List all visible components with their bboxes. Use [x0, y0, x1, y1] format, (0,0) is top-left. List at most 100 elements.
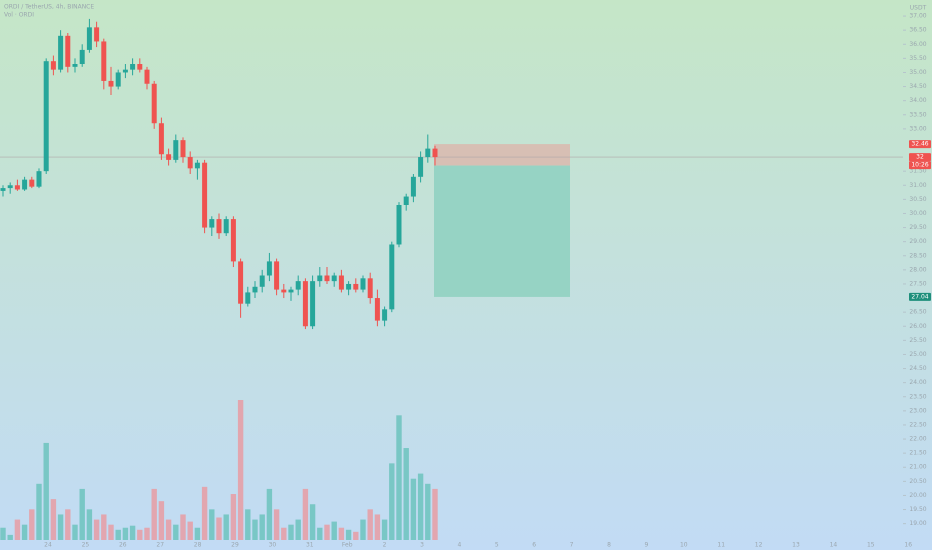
x-tick-label: 11 — [717, 542, 725, 549]
target-tag: 27.04 — [911, 293, 928, 300]
candle-body — [425, 148, 431, 158]
y-tick-label: 22.00 — [909, 436, 926, 443]
candle-body — [36, 171, 42, 187]
candle-body — [403, 196, 409, 206]
y-tick-label: 21.00 — [909, 464, 926, 471]
volume-bar — [36, 483, 42, 540]
countdown-bg — [909, 161, 931, 170]
volume-bar — [129, 525, 136, 540]
volume-bar — [295, 519, 301, 540]
volume-bar — [216, 517, 222, 540]
candle-body — [252, 286, 258, 293]
candle-body — [389, 244, 395, 310]
candle-body — [353, 283, 359, 290]
x-tick-label: 31 — [306, 542, 314, 549]
volume-bar — [345, 529, 352, 540]
candle-body — [295, 281, 301, 290]
x-tick-label: 16 — [904, 542, 912, 549]
y-tick-label: 23.50 — [909, 393, 926, 400]
volume-bar — [187, 521, 193, 540]
volume-bar — [237, 400, 244, 540]
y-tick-label: 31.50 — [909, 168, 926, 175]
volume-bar — [360, 519, 366, 540]
volume-bar — [101, 514, 107, 540]
y-tick-label: 28.50 — [909, 252, 926, 259]
volume-bar — [417, 473, 424, 540]
candle-body — [302, 281, 308, 327]
volume-bar — [65, 509, 71, 540]
candle-body — [14, 185, 20, 190]
candle-body — [223, 219, 229, 234]
candle-body — [29, 179, 35, 187]
y-tick-label: 27.50 — [909, 280, 926, 287]
candle-body — [410, 176, 416, 197]
candle-body — [317, 275, 323, 282]
volume-bar — [324, 524, 330, 540]
volume-bar — [230, 494, 237, 540]
target-zone — [434, 165, 570, 297]
y-tick-label: 21.50 — [909, 450, 926, 457]
candle-body — [331, 275, 337, 282]
volume-bar — [7, 534, 13, 540]
x-tick-label: 10 — [680, 542, 688, 549]
volume-bar — [21, 524, 28, 540]
x-tick-label: 12 — [755, 542, 763, 549]
x-tick-label: 25 — [82, 542, 90, 549]
last-price-tag: 32 — [916, 154, 924, 161]
volume-bar — [165, 519, 172, 540]
candle-body — [338, 275, 344, 290]
candle-body — [50, 61, 56, 70]
x-tick-label: 9 — [644, 542, 648, 549]
legend-volume: Vol · ORDI — [4, 12, 34, 19]
y-tick-label: 34.00 — [909, 97, 926, 104]
y-tick-label: 37.00 — [909, 13, 926, 20]
candle-body — [166, 154, 172, 160]
volume-bar — [122, 527, 129, 540]
candle-body — [122, 69, 128, 73]
y-tick-label: 19.50 — [909, 506, 926, 513]
x-tick-label: 6 — [532, 542, 536, 549]
candle-body — [158, 123, 164, 155]
volume-bar — [281, 527, 287, 540]
candle-body — [346, 283, 352, 290]
candle-body — [79, 49, 85, 65]
volume-bar — [209, 509, 215, 540]
y-tick-label: 23.00 — [909, 407, 926, 414]
candle-body — [151, 83, 157, 124]
countdown: 10:26 — [911, 162, 928, 169]
volume-bar — [14, 519, 21, 540]
y-tick-label: 30.50 — [909, 196, 926, 203]
volume-bar — [266, 488, 273, 540]
candle-body — [65, 35, 71, 67]
volume-bar — [410, 478, 417, 540]
y-tick-label: 25.00 — [909, 351, 926, 358]
candle-body — [43, 61, 49, 172]
volume-bar — [151, 488, 157, 540]
candle-body — [324, 275, 330, 282]
x-tick-label: 4 — [457, 542, 461, 549]
stop-tag-bg — [909, 140, 931, 149]
y-tick-label: 20.00 — [909, 492, 926, 499]
y-tick-label: 29.00 — [909, 238, 926, 245]
candle-body — [374, 298, 380, 321]
volume-bar — [93, 519, 100, 540]
x-tick-label: 26 — [119, 542, 127, 549]
volume-bar — [0, 527, 6, 540]
y-tick-label: 33.00 — [909, 125, 926, 132]
candle-body — [259, 275, 265, 287]
candle-body — [58, 35, 64, 70]
x-tick-label: 24 — [44, 542, 52, 549]
y-tick-label: 36.50 — [909, 27, 926, 34]
y-tick-label: 19.00 — [909, 520, 926, 527]
x-tick-label: 29 — [231, 542, 239, 549]
stop-zone — [434, 144, 570, 166]
candle-body — [432, 148, 438, 158]
volume-bar — [288, 524, 294, 540]
x-tick-label: 15 — [867, 542, 875, 549]
volume-bar — [158, 501, 165, 540]
y-tick-label: 25.50 — [909, 337, 926, 344]
volume-bar — [403, 448, 409, 540]
candle-body — [396, 205, 402, 245]
